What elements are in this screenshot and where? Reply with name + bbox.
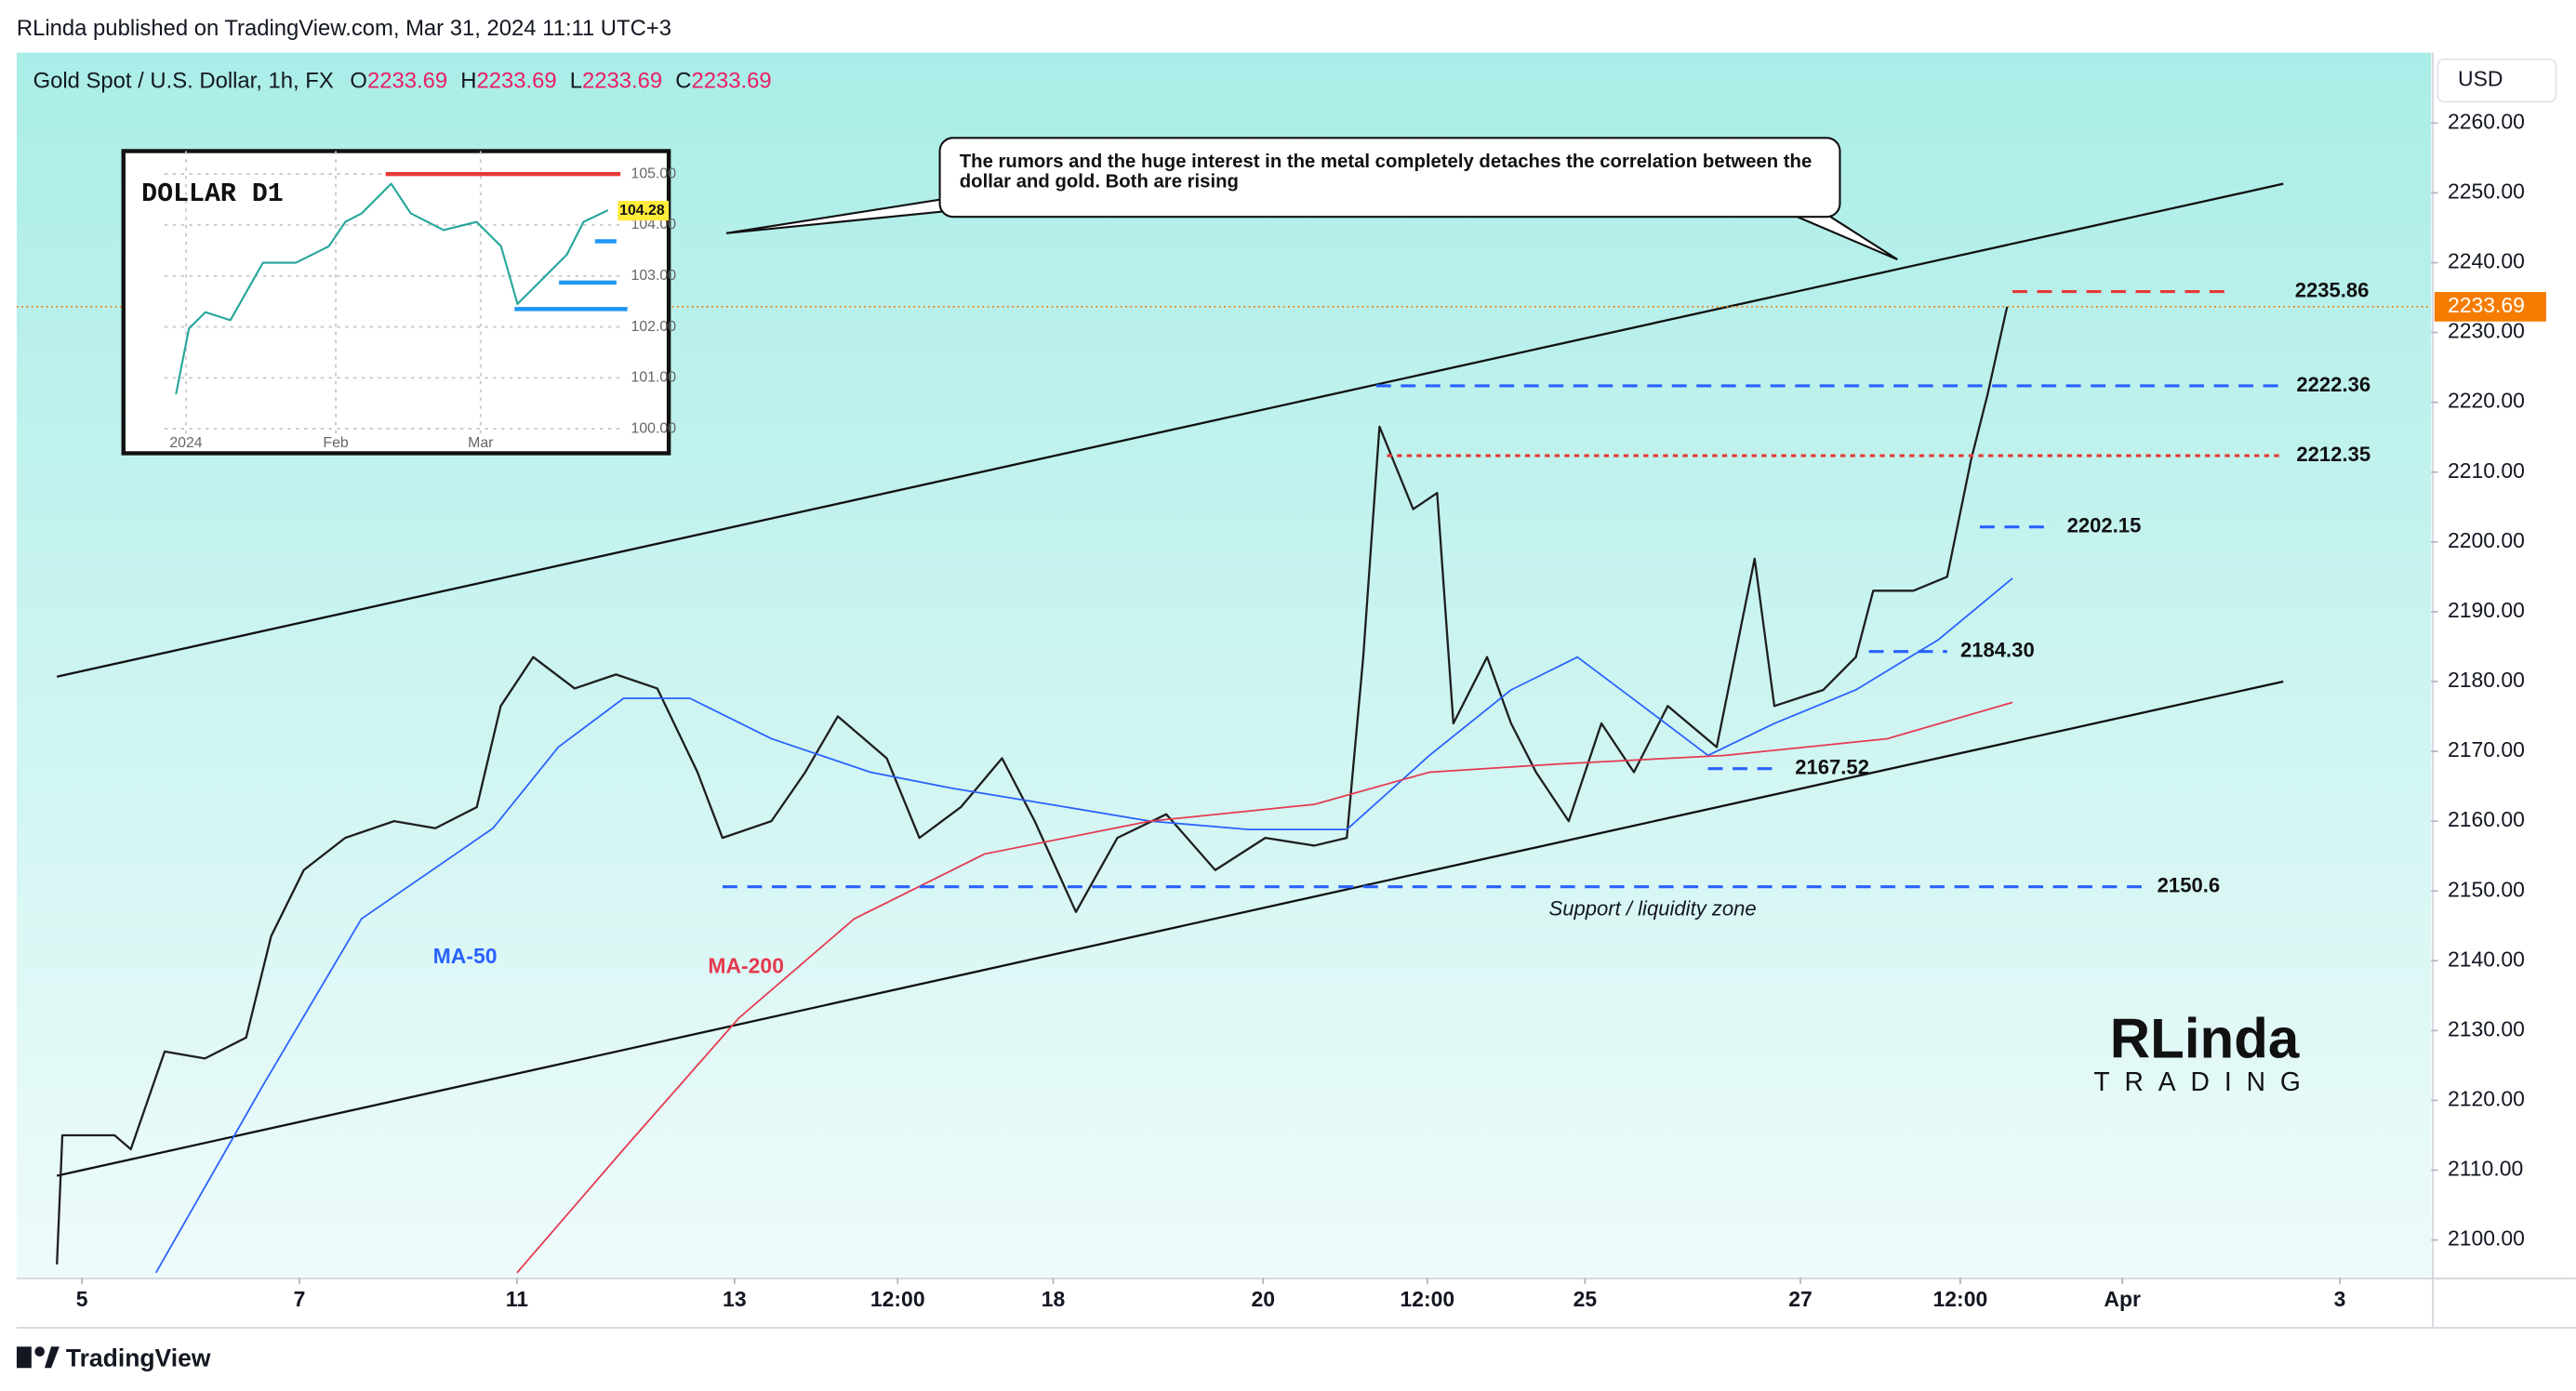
ohlc-key: C (675, 69, 691, 94)
y-tick-label: 2130.00 (2448, 1016, 2525, 1040)
logo-text: RLinda (2110, 1007, 2300, 1069)
x-tick-label: 5 (76, 1287, 88, 1311)
callout-text: The rumors and the huge interest in the … (959, 152, 1812, 192)
y-tick-label: 2170.00 (2448, 737, 2525, 762)
level-label: 2184.30 (1960, 639, 2035, 662)
price-line (56, 306, 2009, 1265)
y-tick-label: 2260.00 (2448, 109, 2525, 133)
x-tick-label: Apr (2104, 1287, 2141, 1311)
x-tick-label: 18 (1042, 1287, 1066, 1311)
x-tick-label: 2024 (169, 435, 202, 451)
ohlc-value: 2233.69 (367, 69, 447, 94)
callout (938, 137, 1841, 219)
channel-line (56, 680, 2284, 1177)
y-tick-label: 100.00 (631, 420, 677, 436)
ohlc-value: 2233.69 (691, 69, 771, 94)
last-price-label: 2233.69 (2448, 293, 2525, 317)
x-tick-label: 12:00 (870, 1287, 925, 1311)
inset-title: DOLLAR D1 (141, 179, 284, 209)
series-label: MA-200 (708, 953, 784, 977)
y-tick-label: 105.00 (631, 166, 677, 181)
y-tick-label: 2110.00 (2448, 1157, 2523, 1181)
callout-text-box: The rumors and the huge interest in the … (959, 152, 1812, 192)
price-line (516, 701, 2013, 1274)
ohlc-key: H (460, 69, 476, 94)
y-tick-label: 2190.00 (2448, 598, 2525, 622)
y-tick-label: 102.00 (631, 319, 677, 335)
inset-chart: 100.00 101.00 102.00 103.00 104.00 105.00 2024… (164, 151, 677, 451)
x-tick-label: 7 (294, 1287, 306, 1311)
series-label: MA-50 (433, 944, 498, 968)
y-tick-label: 104.00 (631, 217, 677, 232)
y-tick-label: 101.00 (631, 370, 677, 386)
x-tick-label: 13 (723, 1287, 747, 1311)
x-tick-label: 20 (1251, 1287, 1275, 1311)
level-label: 2167.52 (1795, 755, 1869, 778)
symbol-title: Gold Spot / U.S. Dollar, 1h, FX (33, 69, 334, 94)
ohlc-value: 2233.69 (582, 69, 662, 94)
y-tick-label: 103.00 (631, 268, 677, 284)
currency-box[interactable] (2437, 58, 2557, 103)
y-tick-label: 2150.00 (2448, 877, 2525, 901)
zone-label: Support / liquidity zone (1548, 896, 1756, 920)
channel-line (56, 182, 2284, 678)
ohlc-key: O (350, 69, 367, 94)
level-label: 2212.35 (2296, 443, 2370, 466)
last-price-label: 104.28 (619, 203, 665, 219)
currency: USD (2458, 67, 2503, 91)
main-chart: 2100.00 2110.00 2120.00 2130.00 2140.00 2150.… (16, 69, 2546, 1311)
last-price-badge (2434, 291, 2546, 322)
x-tick-label: 3 (2334, 1287, 2346, 1311)
y-tick-label: 2180.00 (2448, 668, 2525, 692)
level-label: 2202.15 (2067, 513, 2142, 537)
footer-logo (34, 1346, 45, 1357)
y-tick-label: 2120.00 (2448, 1086, 2525, 1110)
logo-subtext: TRADING (2093, 1066, 2315, 1096)
level-label: 2235.86 (2295, 278, 2370, 301)
footer: TradingView (66, 1344, 211, 1371)
footer-logo (44, 1346, 60, 1369)
footer-logo (16, 1346, 32, 1369)
y-tick-label: 2200.00 (2448, 528, 2525, 552)
level-label: 2222.36 (2296, 373, 2370, 396)
x-tick-label: 25 (1573, 1287, 1598, 1311)
x-tick-label: 11 (506, 1287, 528, 1311)
y-tick-label: 2140.00 (2448, 947, 2525, 971)
y-tick-label: 2100.00 (2448, 1226, 2525, 1251)
x-tick-label: 27 (1788, 1287, 1812, 1311)
x-tick-label: Mar (468, 435, 494, 451)
last-price-badge (617, 201, 670, 221)
symbol-header: Gold Spot / U.S. Dollar, 1h, FX O2233.69 H… (33, 69, 772, 94)
y-tick-label: 2220.00 (2448, 389, 2525, 413)
y-tick-label: 2250.00 (2448, 179, 2525, 203)
y-tick-label: 2230.00 (2448, 319, 2525, 343)
y-tick-label: 2240.00 (2448, 249, 2525, 273)
y-tick-label: 2210.00 (2448, 458, 2525, 483)
y-tick-label: 2160.00 (2448, 807, 2525, 831)
x-tick-label: 12:00 (1400, 1287, 1454, 1311)
x-tick-label: Feb (323, 435, 349, 451)
ohlc-value: 2233.69 (476, 69, 556, 94)
x-tick-label: 12:00 (1933, 1287, 1988, 1311)
price-line (175, 182, 609, 395)
publisher: RLinda published on TradingView.com, Mar… (17, 16, 671, 41)
inset-frame (121, 149, 671, 456)
level-label: 2150.6 (2158, 874, 2220, 897)
ohlc-key: L (570, 69, 582, 94)
